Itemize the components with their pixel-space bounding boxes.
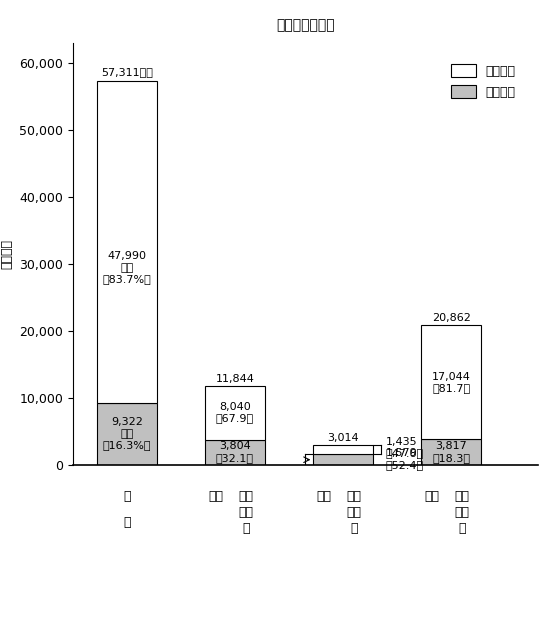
Text: 3,804
（32.1）: 3,804 （32.1） (216, 441, 254, 463)
Bar (205, 386, 265, 440)
Text: 17,044
（81.7）: 17,044 （81.7） (432, 371, 470, 393)
Bar (313, 445, 373, 454)
Text: 児童
福祉
費: 児童 福祉 費 (454, 490, 469, 535)
Bar (313, 454, 373, 465)
Text: 1,579
（52.4）: 1,579 （52.4） (386, 448, 424, 470)
Text: 9,322
億円
（16.3%）: 9,322 億円 （16.3%） (102, 417, 151, 450)
Text: 3,817
（18.3）: 3,817 （18.3） (432, 441, 470, 463)
Legend: 補助事業, 単独事業: 補助事業, 単独事業 (445, 58, 522, 105)
Title: その２　市町村: その２ 市町村 (276, 19, 334, 32)
Text: うち: うち (424, 490, 439, 503)
Text: 計: 計 (123, 516, 130, 529)
Text: 社会
福祉
費: 社会 福祉 費 (238, 490, 253, 535)
Text: 合: 合 (123, 490, 130, 503)
Bar (205, 440, 265, 465)
Bar (97, 402, 157, 465)
Text: うち: うち (316, 490, 331, 503)
Text: 47,990
億円
（83.7%）: 47,990 億円 （83.7%） (102, 251, 151, 285)
Text: 57,311億円: 57,311億円 (101, 68, 153, 78)
Y-axis label: （億円）: （億円） (1, 239, 13, 269)
Text: うち: うち (208, 490, 223, 503)
Text: 3,014: 3,014 (327, 433, 359, 443)
Text: 20,862: 20,862 (432, 313, 470, 324)
Text: 老人
福祉
費: 老人 福祉 費 (346, 490, 361, 535)
Bar (97, 81, 157, 402)
Text: 1,435
（47.6）: 1,435 （47.6） (386, 437, 424, 458)
Bar (422, 326, 481, 440)
Text: 8,040
（67.9）: 8,040 （67.9） (216, 402, 254, 423)
Bar (422, 440, 481, 465)
Text: 11,844: 11,844 (216, 374, 254, 384)
